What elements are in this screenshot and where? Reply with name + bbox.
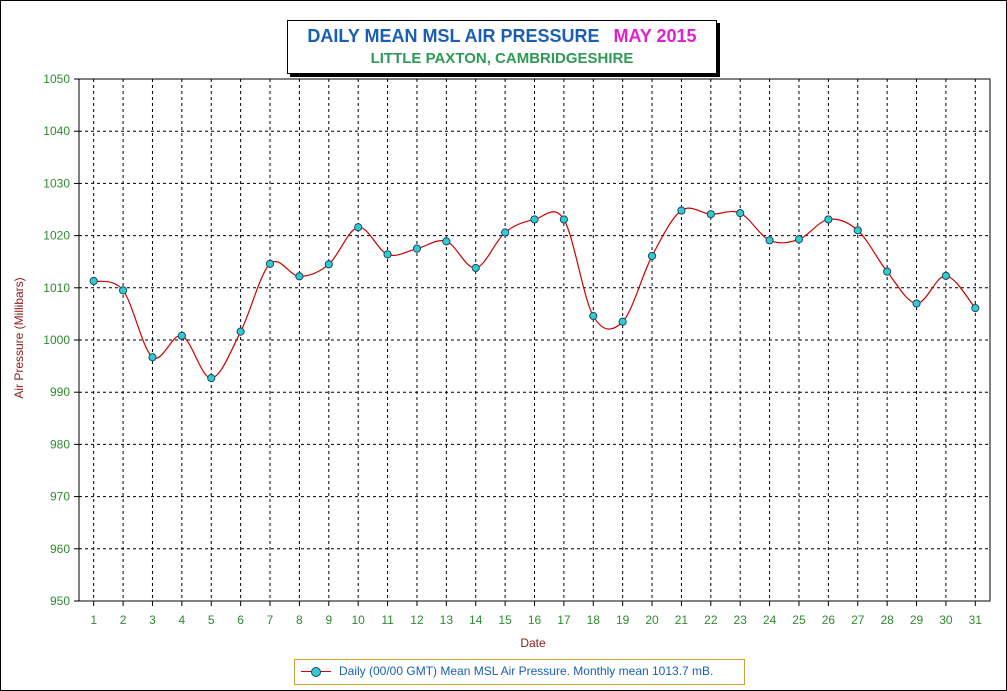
x-axis-title: Date bbox=[520, 636, 546, 650]
data-point bbox=[354, 223, 363, 232]
x-tick-label: 25 bbox=[792, 613, 806, 627]
data-point bbox=[941, 271, 951, 280]
x-tick-label: 4 bbox=[179, 613, 186, 627]
data-point bbox=[824, 215, 833, 224]
data-point bbox=[883, 267, 892, 276]
y-tick-label: 950 bbox=[50, 594, 70, 608]
data-point bbox=[501, 228, 510, 237]
x-tick-label: 24 bbox=[763, 613, 777, 627]
data-point bbox=[236, 327, 245, 336]
chart-title-box: DAILY MEAN MSL AIR PRESSURE MAY 2015 LITT… bbox=[287, 20, 717, 74]
data-point bbox=[971, 304, 980, 313]
data-point bbox=[765, 236, 774, 245]
chart-subtitle: LITTLE PAXTON, CAMBRIDGESHIRE bbox=[370, 50, 634, 67]
x-tick-label: 11 bbox=[381, 613, 394, 627]
y-tick-label: 970 bbox=[50, 490, 70, 504]
x-tick-label: 1 bbox=[90, 613, 97, 627]
x-tick-label: 20 bbox=[645, 613, 659, 627]
y-tick-label: 1000 bbox=[43, 333, 70, 347]
series-line bbox=[93, 207, 976, 379]
data-point bbox=[471, 263, 480, 273]
title-line: DAILY MEAN MSL AIR PRESSURE MAY 2015 bbox=[288, 26, 716, 47]
x-tick-label: 15 bbox=[498, 613, 512, 627]
data-point bbox=[89, 276, 98, 286]
x-tick-label: 3 bbox=[149, 613, 156, 627]
x-tick-label: 14 bbox=[469, 613, 483, 627]
data-point bbox=[324, 260, 333, 269]
data-point bbox=[265, 259, 275, 268]
y-tick-label: 1040 bbox=[43, 124, 70, 138]
y-tick-label: 1050 bbox=[43, 72, 70, 86]
x-tick-label: 9 bbox=[325, 613, 332, 627]
x-tick-label: 7 bbox=[267, 613, 274, 627]
grid-layer bbox=[79, 79, 990, 601]
data-point bbox=[530, 215, 539, 224]
data-point bbox=[148, 353, 157, 362]
chart-title: DAILY MEAN MSL AIR PRESSURE bbox=[307, 26, 600, 46]
x-tick-label: 13 bbox=[440, 613, 454, 627]
x-tick-label: 6 bbox=[237, 613, 244, 627]
x-tick-label: 17 bbox=[557, 613, 571, 627]
data-point bbox=[706, 210, 715, 219]
series-layer bbox=[89, 206, 980, 383]
x-tick-label: 19 bbox=[616, 613, 630, 627]
legend-marker-swatch bbox=[311, 667, 321, 677]
legend: Daily (00/00 GMT) Mean MSL Air Pressure.… bbox=[294, 659, 745, 685]
data-point bbox=[383, 250, 392, 259]
y-tick-label: 980 bbox=[50, 437, 70, 451]
data-point bbox=[207, 374, 216, 383]
chart-title-month: MAY 2015 bbox=[613, 26, 697, 46]
x-tick-label: 26 bbox=[822, 613, 836, 627]
data-point bbox=[177, 331, 186, 340]
data-point bbox=[295, 272, 304, 281]
x-tick-label: 16 bbox=[528, 613, 542, 627]
plot-area: 9509609709809901000101010201030104010501… bbox=[12, 72, 991, 650]
x-tick-label: 8 bbox=[296, 613, 303, 627]
data-point bbox=[736, 209, 745, 218]
y-tick-label: 990 bbox=[50, 385, 70, 399]
x-tick-label: 31 bbox=[969, 613, 983, 627]
x-tick-label: 2 bbox=[120, 613, 127, 627]
x-tick-label: 29 bbox=[910, 613, 924, 627]
data-point bbox=[647, 251, 657, 261]
data-point bbox=[442, 237, 451, 246]
data-point bbox=[794, 235, 804, 244]
data-point bbox=[559, 215, 568, 224]
x-tick-label: 28 bbox=[880, 613, 894, 627]
y-tick-label: 1030 bbox=[43, 176, 70, 190]
x-tick-label: 30 bbox=[939, 613, 953, 627]
x-tick-label: 22 bbox=[704, 613, 718, 627]
data-point bbox=[853, 226, 862, 235]
data-point bbox=[412, 244, 422, 253]
x-tick-label: 12 bbox=[410, 613, 424, 627]
y-axis-title: Air Pressure (Millibars) bbox=[12, 277, 26, 398]
x-tick-label: 23 bbox=[734, 613, 748, 627]
data-point bbox=[912, 299, 921, 308]
y-tick-label: 1020 bbox=[43, 229, 70, 243]
data-point bbox=[589, 311, 598, 321]
axis-layer: 9509609709809901000101010201030104010501… bbox=[43, 72, 991, 627]
x-tick-label: 10 bbox=[351, 613, 365, 627]
legend-entry: Daily (00/00 GMT) Mean MSL Air Pressure.… bbox=[339, 664, 714, 678]
x-tick-label: 27 bbox=[851, 613, 865, 627]
data-point bbox=[677, 206, 686, 215]
data-point bbox=[118, 286, 128, 295]
y-tick-label: 960 bbox=[50, 542, 70, 556]
x-tick-label: 5 bbox=[208, 613, 215, 627]
x-tick-label: 18 bbox=[587, 613, 601, 627]
data-point bbox=[618, 317, 627, 326]
y-tick-label: 1010 bbox=[43, 281, 70, 295]
x-tick-label: 21 bbox=[675, 613, 689, 627]
